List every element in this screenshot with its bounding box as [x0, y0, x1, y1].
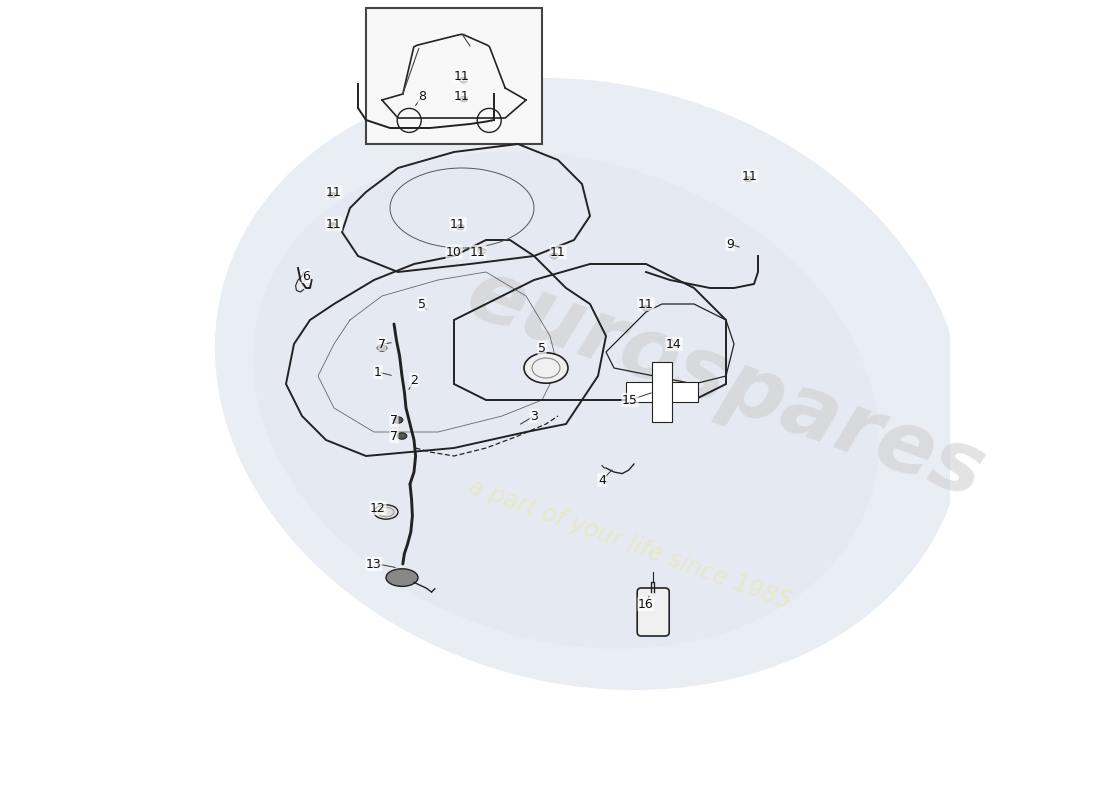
Text: 7: 7	[378, 338, 386, 350]
Ellipse shape	[642, 305, 650, 310]
Text: 5: 5	[538, 342, 546, 354]
Ellipse shape	[397, 433, 407, 439]
Text: 16: 16	[638, 598, 653, 610]
Ellipse shape	[253, 151, 879, 649]
Ellipse shape	[377, 345, 387, 351]
Text: 11: 11	[454, 90, 470, 102]
Ellipse shape	[524, 353, 568, 383]
Text: 11: 11	[450, 218, 466, 230]
Ellipse shape	[460, 78, 467, 82]
Text: 12: 12	[370, 502, 386, 514]
Text: 5: 5	[418, 298, 426, 310]
Ellipse shape	[214, 78, 965, 690]
Text: 7: 7	[390, 430, 398, 442]
Ellipse shape	[745, 176, 752, 182]
Text: 6: 6	[302, 270, 310, 282]
Text: a part of your life since 1985: a part of your life since 1985	[465, 474, 794, 614]
Ellipse shape	[329, 223, 337, 229]
Text: 11: 11	[326, 218, 342, 230]
Ellipse shape	[456, 225, 464, 230]
Text: 11: 11	[470, 246, 486, 258]
Text: 2: 2	[410, 374, 418, 386]
Text: 11: 11	[326, 186, 342, 198]
Text: 15: 15	[623, 394, 638, 406]
Text: eurospares: eurospares	[456, 252, 996, 516]
Bar	[366, 8, 542, 144]
Text: 10: 10	[447, 246, 462, 258]
Text: 9: 9	[726, 238, 734, 250]
Text: 11: 11	[638, 298, 653, 310]
Text: 14: 14	[667, 338, 682, 350]
Ellipse shape	[374, 505, 398, 519]
Text: 3: 3	[530, 410, 538, 422]
Text: 8: 8	[418, 90, 426, 102]
Text: 13: 13	[366, 558, 382, 570]
Ellipse shape	[386, 569, 418, 586]
Text: 4: 4	[598, 474, 606, 486]
FancyBboxPatch shape	[637, 588, 669, 636]
Text: 7: 7	[390, 414, 398, 426]
Ellipse shape	[550, 253, 558, 258]
Ellipse shape	[393, 417, 403, 423]
Text: 11: 11	[550, 246, 565, 258]
Bar	[652, 362, 672, 422]
Text: 1: 1	[374, 366, 382, 378]
Ellipse shape	[478, 248, 486, 254]
Text: 11: 11	[742, 170, 758, 182]
Bar	[626, 382, 698, 402]
Text: 11: 11	[454, 70, 470, 82]
Ellipse shape	[460, 97, 467, 102]
Ellipse shape	[329, 193, 337, 198]
